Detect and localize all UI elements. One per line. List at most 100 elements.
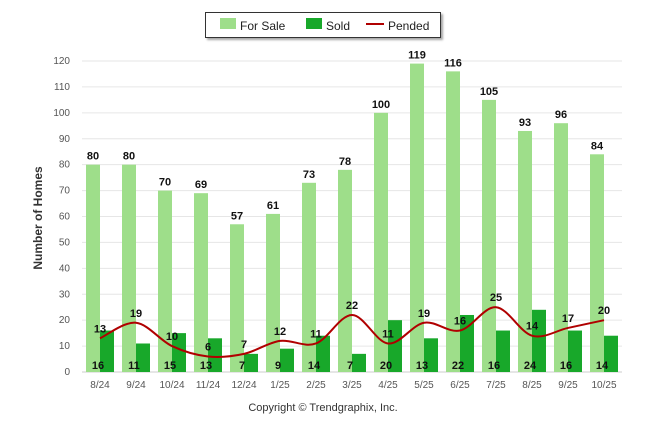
x-axis-ticks: 8/24 9/24 10/24 11/24 12/24 1/25 2/25 3/25 4/25 5…	[90, 380, 617, 391]
data-label-pended: 19	[130, 308, 142, 320]
x-tick-label: 7/25	[486, 380, 506, 391]
y-tick-label: 30	[59, 289, 71, 300]
y-tick-label: 60	[59, 212, 71, 223]
data-label-for-sale: 80	[87, 151, 99, 163]
bar-for-sale	[158, 190, 172, 372]
bar-for-sale	[122, 164, 136, 372]
data-label-pended: 19	[418, 308, 430, 320]
x-tick-label: 1/25	[270, 380, 290, 391]
data-label-sold: 22	[452, 360, 464, 372]
data-label-for-sale: 78	[339, 156, 351, 168]
data-label-for-sale: 80	[123, 151, 135, 163]
data-label-pended: 13	[94, 323, 106, 335]
data-label-for-sale: 70	[159, 177, 171, 189]
data-label-pended: 22	[346, 300, 358, 312]
data-label-sold: 24	[524, 360, 537, 372]
bars	[86, 63, 618, 372]
data-label-sold: 16	[92, 360, 104, 372]
x-tick-label: 10/25	[591, 380, 616, 391]
data-label-pended: 12	[274, 326, 286, 338]
data-label-pended: 25	[490, 292, 502, 304]
data-label-sold: 11	[128, 360, 140, 372]
bar-sold	[316, 335, 330, 372]
bar-for-sale	[266, 213, 280, 372]
data-label-for-sale: 100	[372, 99, 390, 111]
bar-sold	[424, 338, 438, 372]
x-tick-label: 3/25	[342, 380, 362, 391]
bar-for-sale	[194, 193, 208, 372]
bar-sold	[568, 330, 582, 372]
y-tick-label: 100	[53, 108, 70, 119]
x-tick-label: 10/24	[159, 380, 184, 391]
bar-sold	[604, 335, 618, 372]
data-label-sold: 16	[560, 360, 572, 372]
data-label-pended: 17	[562, 313, 574, 325]
y-tick-label: 40	[59, 263, 71, 274]
pended-line	[99, 306, 605, 358]
data-label-for-sale: 105	[480, 86, 498, 98]
data-label-for-sale: 61	[267, 200, 279, 212]
data-label-pended: 14	[526, 321, 539, 333]
y-tick-label: 0	[64, 367, 70, 378]
bar-for-sale	[482, 99, 496, 372]
bar-sold	[208, 338, 222, 372]
data-label-sold: 13	[416, 360, 428, 372]
y-tick-label: 110	[54, 82, 70, 93]
bar-for-sale	[590, 154, 604, 372]
copyright-text: Copyright © Trendgraphix, Inc.	[248, 402, 398, 414]
data-label-sold: 7	[239, 360, 245, 372]
bar-sold	[136, 343, 150, 372]
bar-for-sale	[374, 112, 388, 372]
bar-sold	[100, 330, 114, 372]
bar-sold	[388, 320, 402, 372]
x-tick-label: 12/24	[231, 380, 256, 391]
data-label-for-sale: 96	[555, 109, 567, 121]
y-tick-label: 50	[59, 237, 71, 248]
bar-sold	[352, 353, 366, 372]
y-tick-label: 80	[59, 160, 71, 171]
bar-for-sale	[338, 169, 352, 372]
data-label-for-sale: 57	[231, 210, 243, 222]
bar-sold	[496, 330, 510, 372]
y-axis-ticks: 0 10 20 30 40 50 60 70 80 90 100 110 120	[53, 56, 70, 378]
x-tick-label: 8/25	[522, 380, 542, 391]
legend-swatch-for-sale	[220, 18, 236, 29]
data-label-pended: 11	[310, 328, 322, 340]
pended-line-path	[99, 306, 605, 358]
data-label-sold: 9	[275, 360, 281, 372]
data-label-sold: 15	[164, 360, 176, 372]
legend-label-for-sale: For Sale	[240, 19, 286, 33]
bar-sold	[172, 333, 186, 372]
legend-swatch-pended	[366, 23, 384, 25]
data-label-pended: 16	[454, 316, 466, 328]
bar-for-sale	[410, 63, 424, 372]
data-label-pended: 11	[382, 328, 394, 340]
x-tick-label: 8/24	[90, 380, 110, 391]
data-label-pended: 7	[241, 339, 247, 351]
x-tick-label: 9/25	[558, 380, 578, 391]
x-tick-label: 9/24	[126, 380, 146, 391]
data-label-for-sale: 69	[195, 179, 207, 191]
x-tick-label: 6/25	[450, 380, 470, 391]
data-label-sold: 20	[380, 360, 392, 372]
bar-for-sale	[302, 182, 316, 372]
data-label-sold: 14	[596, 360, 609, 372]
y-tick-label: 120	[53, 56, 70, 67]
data-label-sold: 16	[488, 360, 500, 372]
data-label-sold: 14	[308, 360, 321, 372]
bar-for-sale	[86, 164, 100, 372]
x-tick-label: 4/25	[378, 380, 398, 391]
y-tick-label: 20	[59, 315, 71, 326]
y-tick-label: 90	[59, 134, 71, 145]
y-axis-label: Number of Homes	[31, 166, 45, 270]
data-labels: 80 16 80 11 70 15 69 13 57 7 6 19 73 14 78 7 100 20 11 9 13 1…	[87, 50, 610, 372]
data-label-pended: 6	[205, 341, 211, 353]
bar-sold	[244, 353, 258, 372]
legend: For Sale Sold Pended	[205, 12, 441, 38]
bar-for-sale	[554, 123, 568, 372]
data-label-pended: 10	[166, 331, 178, 343]
x-tick-label: 11/24	[196, 380, 221, 391]
data-label-sold: 7	[347, 360, 353, 372]
data-label-for-sale: 73	[303, 169, 315, 181]
